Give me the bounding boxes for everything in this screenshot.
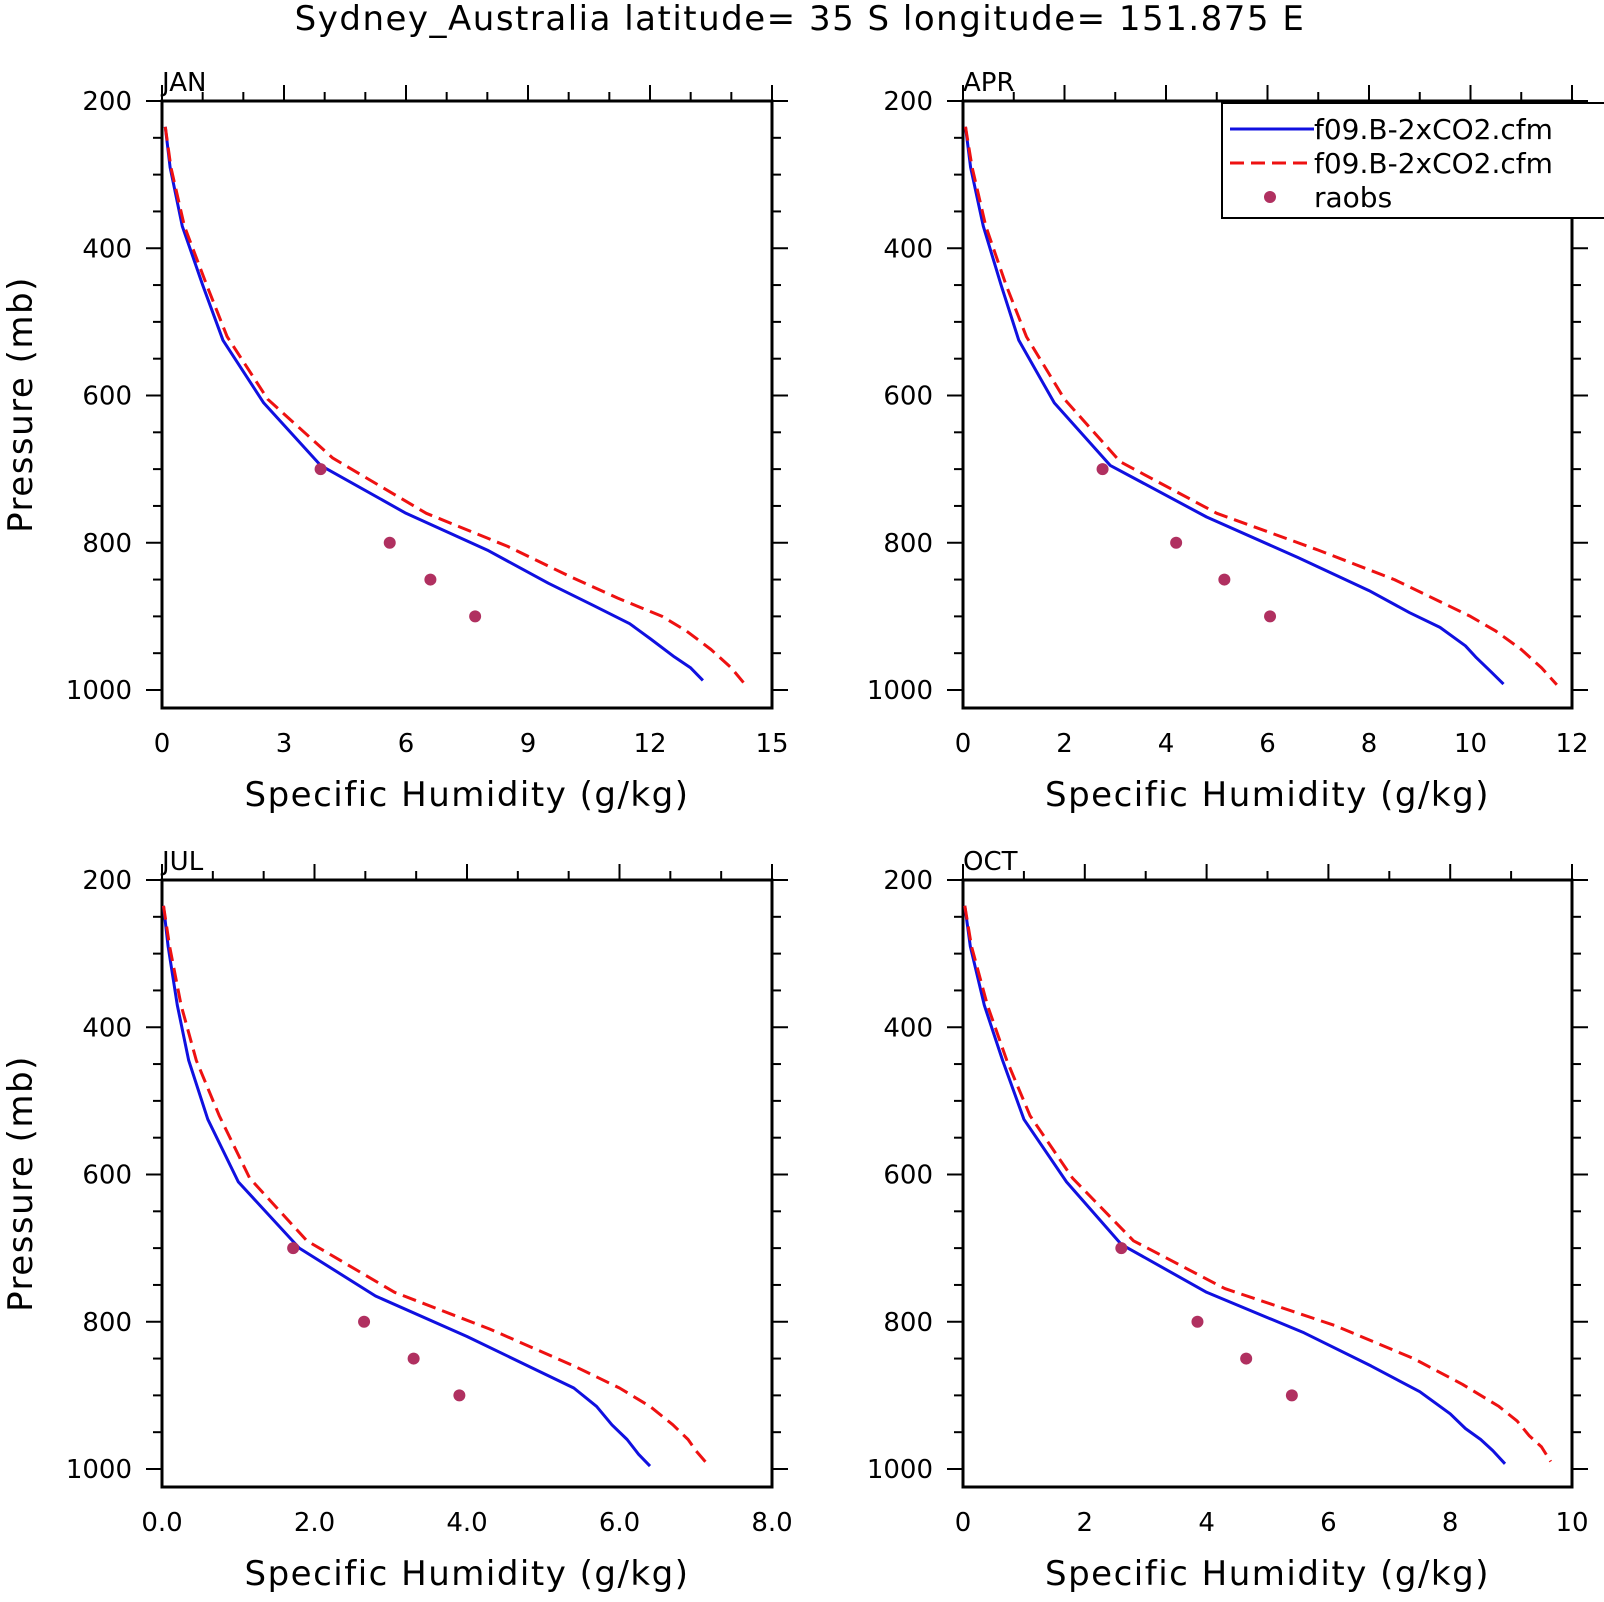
- raobs-point: [358, 1315, 371, 1328]
- raobs-point: [287, 1242, 300, 1255]
- series-line-solid: [963, 905, 1507, 1465]
- plot-frame: [160, 99, 774, 710]
- x-axis-title: Specific Humidity (g/kg): [1045, 775, 1490, 815]
- x-tick-label: 6.0: [599, 1508, 640, 1538]
- x-tick-label: 6: [1320, 1508, 1337, 1538]
- panel-label: JUL: [160, 847, 204, 877]
- y-tick-label: 1000: [867, 1455, 933, 1485]
- x-tick-label: 2: [1077, 1508, 1094, 1538]
- legend-label: raobs: [1314, 181, 1392, 214]
- x-tick-label: 8: [1442, 1508, 1459, 1538]
- y-tick-label: 1000: [66, 676, 132, 706]
- y-tick-label: 1000: [66, 1455, 132, 1485]
- x-axis-title: Specific Humidity (g/kg): [1045, 1554, 1490, 1594]
- legend-label: f09.B-2xCO2.cfm: [1314, 113, 1553, 146]
- raobs-point: [1264, 610, 1277, 623]
- x-tick-label: 2: [1056, 729, 1073, 759]
- raobs-point: [1285, 1389, 1298, 1402]
- raobs-point: [1096, 463, 1109, 476]
- y-tick-label: 1000: [867, 676, 933, 706]
- raobs-point: [424, 573, 437, 586]
- raobs-point: [1218, 573, 1231, 586]
- legend-box: [1221, 102, 1604, 219]
- y-tick-label: 200: [82, 866, 132, 896]
- panel-label: APR: [963, 68, 1015, 98]
- y-tick-label: 200: [82, 87, 132, 117]
- legend-label: f09.B-2xCO2.cfm: [1314, 147, 1553, 180]
- y-axis-title: Pressure (mb): [1, 276, 41, 533]
- raobs-point: [407, 1352, 420, 1365]
- x-tick-label: 10: [1454, 729, 1487, 759]
- x-tick-label: 2.0: [294, 1508, 335, 1538]
- chart-title: Sydney_Australia latitude= 35 S longitud…: [295, 0, 1306, 39]
- y-tick-label: 800: [883, 1308, 933, 1338]
- series-line-dashed: [162, 905, 709, 1465]
- series-line-dashed: [963, 905, 1552, 1463]
- panel-oct: OCT 200 400 600 800 1000 0 2 4 6 8 10 Specific Humid…: [867, 847, 1589, 1594]
- y-tick-label: 200: [883, 87, 933, 117]
- x-tick-label: 10: [1555, 1508, 1588, 1538]
- panel-label: OCT: [963, 847, 1018, 877]
- y-tick-label: 600: [82, 1161, 132, 1191]
- x-tick-label: 0.0: [141, 1508, 182, 1538]
- y-tick-label: 400: [82, 1013, 132, 1043]
- y-tick-label: 400: [82, 234, 132, 264]
- raobs-point: [1115, 1242, 1128, 1255]
- raobs-point: [469, 610, 482, 623]
- x-tick-label: 6: [1259, 729, 1276, 759]
- y-tick-label: 800: [883, 529, 933, 559]
- panel-jul: JUL 200 400 600 800 1000 0.0 2.0 4.0 6.0 8.0 Specif…: [1, 847, 793, 1594]
- x-axis-title: Specific Humidity (g/kg): [245, 1554, 690, 1594]
- raobs-point: [1240, 1352, 1253, 1365]
- raobs-point: [314, 463, 327, 476]
- series-line-solid: [163, 126, 704, 682]
- panel-apr: APR 200 400 600 800 1000 0 2 4 6 8 10 12 Specific Hum…: [867, 68, 1589, 815]
- raobs-point: [453, 1389, 466, 1402]
- x-tick-label: 15: [755, 729, 788, 759]
- y-tick-label: 800: [82, 529, 132, 559]
- x-tick-label: 12: [1555, 729, 1588, 759]
- series-line-solid: [162, 905, 652, 1468]
- y-tick-label: 600: [883, 1161, 933, 1191]
- x-tick-label: 9: [520, 729, 537, 759]
- legend-marker: [1264, 191, 1276, 203]
- x-axis-title: Specific Humidity (g/kg): [245, 775, 690, 815]
- raobs-point: [383, 536, 396, 549]
- y-tick-label: 600: [883, 382, 933, 412]
- y-tick-label: 200: [883, 866, 933, 896]
- x-tick-label: 0: [955, 729, 972, 759]
- panel-label: JAN: [160, 68, 206, 98]
- series-line-dashed: [964, 126, 1558, 686]
- x-tick-label: 8.0: [751, 1508, 792, 1538]
- panel-jan: JAN 200 400 600 800 1000 0 3 6 9 12 15 Specific Humi…: [1, 68, 789, 815]
- x-tick-label: 4: [1198, 1508, 1215, 1538]
- series-line-dashed: [163, 126, 745, 684]
- y-tick-label: 400: [883, 234, 933, 264]
- x-tick-label: 4: [1158, 729, 1175, 759]
- raobs-point: [1170, 536, 1183, 549]
- x-tick-label: 0: [955, 1508, 972, 1538]
- x-tick-label: 0: [154, 729, 171, 759]
- x-tick-label: 4.0: [446, 1508, 487, 1538]
- raobs-point: [1191, 1315, 1204, 1328]
- x-tick-label: 8: [1361, 729, 1378, 759]
- y-tick-label: 800: [82, 1308, 132, 1338]
- y-tick-label: 400: [883, 1013, 933, 1043]
- x-tick-label: 3: [276, 729, 293, 759]
- x-tick-label: 12: [633, 729, 666, 759]
- series-line-solid: [964, 126, 1505, 686]
- y-axis-title: Pressure (mb): [1, 1055, 41, 1312]
- x-tick-label: 6: [398, 729, 415, 759]
- y-tick-label: 600: [82, 382, 132, 412]
